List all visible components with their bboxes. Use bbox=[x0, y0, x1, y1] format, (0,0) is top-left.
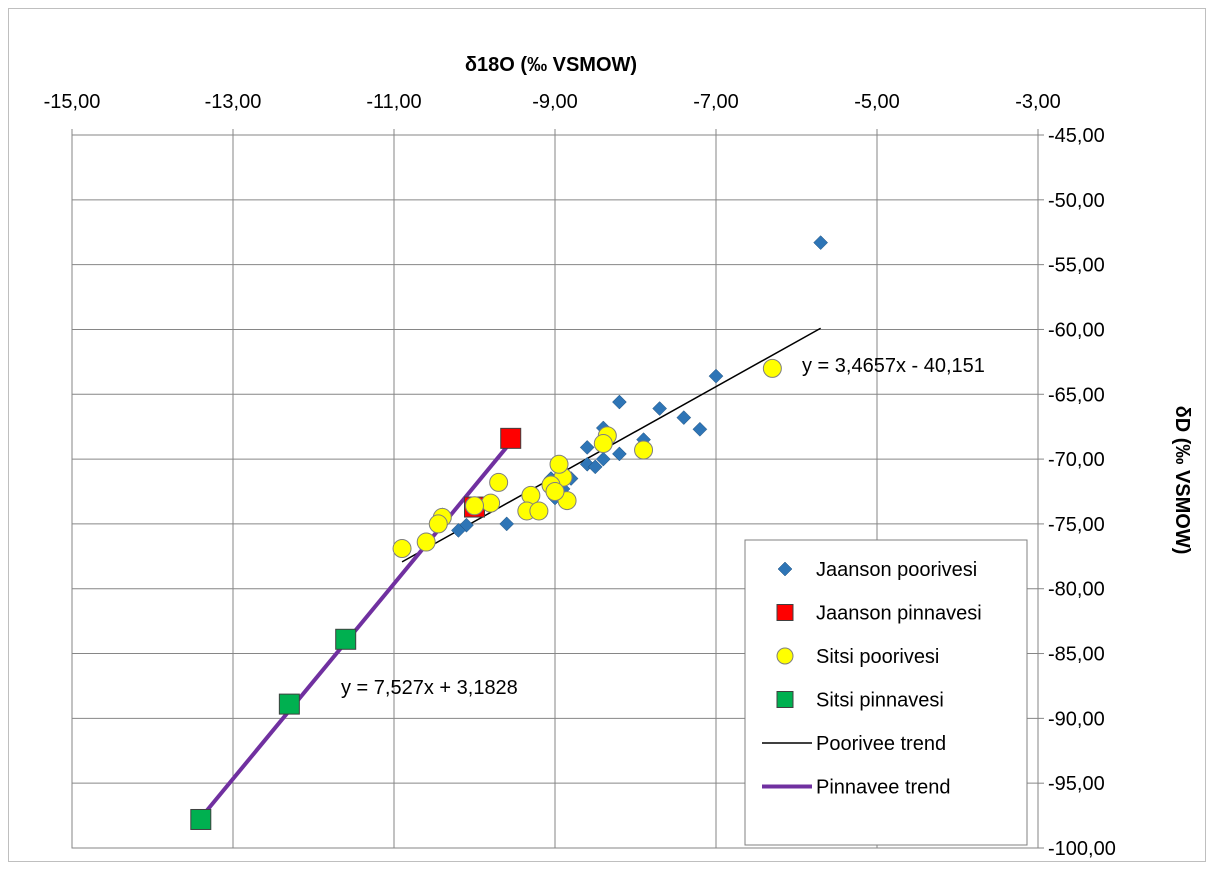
data-point-sitsi-poorivesi bbox=[489, 472, 509, 492]
y-tick-label: -80,00 bbox=[1048, 579, 1105, 601]
data-point-sitsi-poorivesi bbox=[392, 539, 412, 559]
legend-label: Sitsi pinnavesi bbox=[816, 690, 944, 712]
data-point-sitsi-poorivesi bbox=[416, 532, 436, 552]
data-point-sitsi-pinnavesi bbox=[278, 693, 300, 715]
data-point-sitsi-poorivesi bbox=[762, 358, 782, 378]
y-tick-label: -95,00 bbox=[1048, 773, 1105, 795]
x-tick-label: -3,00 bbox=[1015, 91, 1061, 113]
y-tick-label: -100,00 bbox=[1048, 838, 1116, 860]
legend-swatch bbox=[776, 691, 794, 708]
data-point-jaanson-pinnavesi bbox=[500, 427, 522, 449]
data-point-jaanson-poorivesi bbox=[676, 410, 692, 425]
data-point-jaanson-poorivesi bbox=[579, 440, 595, 455]
data-point-sitsi-poorivesi bbox=[549, 454, 569, 474]
x-tick-label: -9,00 bbox=[532, 91, 578, 113]
data-point-jaanson-poorivesi bbox=[595, 451, 611, 467]
data-point-jaanson-poorivesi bbox=[813, 235, 829, 250]
chart-frame bbox=[8, 8, 1206, 862]
x-tick-label: -5,00 bbox=[854, 91, 900, 113]
y-tick-labels: -45,00 -50,00 -55,00 -60,00 -65,00 -70,00 -75,… bbox=[1048, 125, 1116, 860]
legend-swatch bbox=[776, 647, 794, 665]
data-point-sitsi-poorivesi bbox=[593, 434, 613, 454]
data-point-jaanson-poorivesi bbox=[587, 459, 603, 475]
pinnavee-trend-equation: y = 7,527x + 3,1828 bbox=[341, 677, 518, 699]
legend-label: Jaanson pinnavesi bbox=[816, 603, 982, 625]
data-point-jaanson-poorivesi bbox=[708, 368, 724, 384]
legend-label: Sitsi poorivesi bbox=[816, 646, 939, 668]
data-points bbox=[190, 235, 829, 830]
legend-label: Jaanson poorivesi bbox=[816, 559, 977, 581]
x-tick-label: -15,00 bbox=[44, 91, 101, 113]
data-point-sitsi-poorivesi bbox=[465, 496, 484, 516]
x-tick-label: -7,00 bbox=[693, 91, 739, 113]
data-point-sitsi-poorivesi bbox=[545, 482, 565, 501]
data-point-sitsi-poorivesi bbox=[481, 493, 501, 513]
x-tick-labels: -15,00 -13,00 -11,00 -9,00 -7,00 -5,00 -3,00 bbox=[44, 91, 1061, 113]
y-tick-label: -85,00 bbox=[1048, 644, 1105, 666]
y-tick-label: -50,00 bbox=[1048, 190, 1105, 212]
data-point-sitsi-poorivesi bbox=[529, 501, 549, 521]
legend-swatch bbox=[777, 561, 793, 577]
trend-lines bbox=[199, 327, 822, 820]
legend: Jaanson poorivesi Jaanson pinnavesi Sitsi … bbox=[744, 539, 1028, 846]
y-tick-label: -60,00 bbox=[1048, 319, 1105, 341]
x-tick-label: -13,00 bbox=[205, 91, 262, 113]
y-tick-label: -45,00 bbox=[1048, 125, 1105, 147]
data-point-sitsi-poorivesi bbox=[428, 514, 448, 534]
data-point-sitsi-poorivesi bbox=[634, 440, 654, 460]
x-tick-label: -11,00 bbox=[366, 91, 421, 113]
legend-label: Poorivee trend bbox=[816, 733, 946, 755]
legend-swatch bbox=[776, 604, 794, 621]
data-point-jaanson-poorivesi bbox=[499, 516, 515, 532]
poorivee-trend-equation: y = 3,4657x - 40,151 bbox=[802, 355, 985, 377]
y-axis-title: δD (‰ VSMOW) bbox=[1171, 406, 1193, 555]
legend-label: Pinnavee trend bbox=[816, 777, 951, 799]
data-point-sitsi-pinnavesi bbox=[335, 628, 357, 650]
plot-area bbox=[71, 134, 1039, 849]
y-tick-label: -70,00 bbox=[1048, 449, 1105, 471]
y-tick-label: -90,00 bbox=[1048, 708, 1105, 730]
data-point-jaanson-poorivesi bbox=[451, 523, 466, 538]
y-tick-label: -65,00 bbox=[1048, 384, 1105, 406]
data-point-jaanson-poorivesi bbox=[692, 421, 708, 437]
data-point-jaanson-poorivesi bbox=[652, 401, 668, 416]
y-tick-label: -55,00 bbox=[1048, 255, 1105, 277]
data-point-sitsi-pinnavesi bbox=[190, 808, 212, 830]
x-axis-title: δ18O (‰ VSMOW) bbox=[465, 54, 637, 76]
data-point-jaanson-poorivesi bbox=[612, 394, 627, 410]
data-point-jaanson-poorivesi bbox=[612, 446, 627, 462]
y-tick-label: -75,00 bbox=[1048, 514, 1105, 536]
